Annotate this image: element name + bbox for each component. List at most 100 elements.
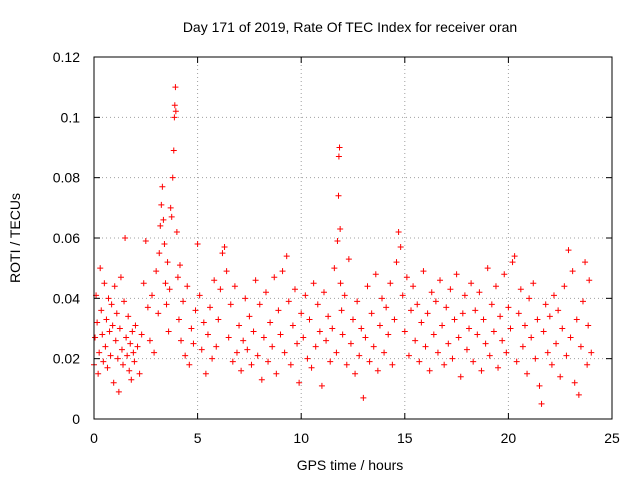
data-point (168, 213, 175, 220)
data-point (244, 346, 251, 353)
data-point (110, 379, 117, 386)
data-point (414, 301, 421, 308)
data-point (499, 337, 506, 344)
data-point (196, 292, 203, 299)
data-point (169, 174, 176, 181)
data-point (577, 343, 584, 350)
data-point (455, 334, 462, 341)
data-point (397, 244, 404, 251)
data-point (567, 334, 574, 341)
data-point (294, 340, 301, 347)
data-point (211, 277, 218, 284)
data-point (162, 280, 169, 287)
data-point (302, 292, 309, 299)
data-point (320, 289, 327, 296)
data-point (242, 295, 249, 302)
data-point (503, 349, 510, 356)
data-point (285, 298, 292, 305)
data-point (192, 307, 199, 314)
data-point (252, 277, 259, 284)
data-point (111, 283, 118, 290)
data-point (126, 367, 133, 374)
data-point (515, 310, 522, 317)
x-tick-labels: 0 5 10 15 20 25 (90, 430, 620, 446)
data-point (418, 319, 425, 326)
x-tick-label: 0 (90, 430, 98, 446)
data-point (399, 292, 406, 299)
axis-ticks (93, 56, 613, 420)
data-point (283, 253, 290, 260)
data-point (186, 361, 193, 368)
data-point (356, 352, 363, 359)
data-point (492, 283, 499, 290)
data-point (256, 301, 263, 308)
data-point (588, 349, 595, 356)
data-point (530, 280, 537, 287)
data-point (466, 325, 473, 332)
data-point (484, 265, 491, 272)
data-point (385, 331, 392, 338)
data-point (165, 328, 172, 335)
data-point (219, 250, 226, 257)
data-point (215, 316, 222, 323)
data-point (350, 316, 356, 323)
data-point (335, 192, 342, 199)
data-point (112, 337, 119, 344)
data-point (536, 382, 543, 389)
x-tick-label: 10 (293, 430, 309, 446)
data-point (304, 355, 311, 362)
data-point (296, 379, 303, 386)
data-point (142, 238, 149, 245)
data-point (426, 367, 433, 374)
data-point (190, 340, 197, 347)
data-point (202, 370, 209, 377)
data-point (149, 292, 156, 299)
data-point (559, 325, 566, 332)
data-point (144, 304, 151, 311)
data-point (420, 268, 427, 275)
data-point (387, 280, 394, 287)
data-point (308, 364, 315, 371)
data-point (314, 301, 321, 308)
data-point (153, 268, 160, 275)
data-point (569, 268, 576, 275)
data-point (254, 352, 261, 359)
data-point (366, 358, 373, 365)
data-point (184, 283, 191, 290)
data-point (105, 295, 112, 302)
data-point (227, 301, 234, 308)
data-point (333, 349, 340, 356)
data-point (134, 343, 141, 350)
y-tick-label: 0.08 (53, 170, 80, 186)
data-point (171, 114, 178, 121)
data-point (329, 325, 336, 332)
data-point (501, 271, 508, 278)
x-tick-label: 20 (501, 430, 517, 446)
data-point (236, 322, 243, 329)
data-point (546, 313, 553, 320)
data-point (298, 310, 305, 317)
data-point (457, 373, 464, 380)
data-point (102, 343, 109, 350)
data-point (565, 247, 572, 254)
data-point (358, 325, 365, 332)
data-point (103, 316, 110, 323)
data-point (497, 313, 504, 320)
data-point (339, 331, 346, 338)
data-point (482, 340, 489, 347)
data-point (289, 322, 296, 329)
data-point (120, 361, 127, 368)
data-point (430, 331, 437, 338)
data-point (432, 298, 439, 305)
data-point (146, 337, 153, 344)
data-point (511, 253, 518, 260)
data-point (260, 334, 267, 341)
y-tick-label: 0.1 (61, 109, 81, 125)
data-point (233, 349, 240, 356)
data-point (336, 144, 343, 151)
data-point (121, 298, 128, 305)
data-point (99, 331, 106, 338)
data-point (534, 316, 541, 323)
data-point (495, 364, 502, 371)
data-point (368, 310, 375, 317)
